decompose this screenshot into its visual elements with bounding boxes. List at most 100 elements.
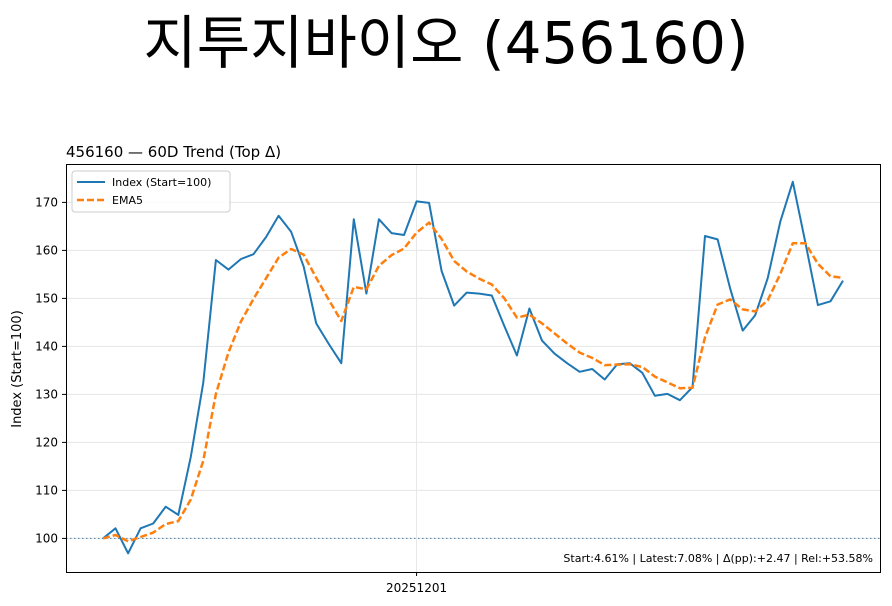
ema5-point: [591, 357, 593, 359]
ema5-point: [415, 231, 417, 233]
ema5-point: [466, 270, 468, 272]
y-tick-label: 130: [35, 387, 58, 401]
y-axis-title: Index (Start=100): [10, 310, 25, 428]
ema5-point: [842, 277, 844, 279]
ema5-point: [277, 256, 279, 258]
y-tick-label: 110: [35, 483, 58, 497]
ema5-point: [603, 364, 605, 366]
index-point: [340, 362, 342, 364]
index-point: [165, 506, 167, 508]
ema5-point: [716, 303, 718, 305]
index-point: [139, 527, 141, 529]
index-point: [704, 235, 706, 237]
ema5-point: [578, 351, 580, 353]
index-point: [817, 304, 819, 306]
index-point: [767, 277, 769, 279]
ema5-point: [102, 537, 104, 539]
index-point: [478, 292, 480, 294]
y-tick-label: 140: [35, 339, 58, 353]
index-point: [328, 343, 330, 345]
ema5-point: [754, 310, 756, 312]
ema5-point: [666, 381, 668, 383]
ema5-point: [779, 273, 781, 275]
ema5-point: [202, 459, 204, 461]
y-tick-label: 120: [35, 435, 58, 449]
ema5-point: [290, 248, 292, 250]
index-point: [491, 294, 493, 296]
index-point: [265, 236, 267, 238]
ema5-point: [817, 263, 819, 265]
series-group: [102, 180, 844, 555]
ema5-point: [691, 386, 693, 388]
y-axis: 100 110 120 130 140 150 160 170: [35, 195, 66, 545]
legend: Index (Start=100) EMA5: [71, 170, 231, 213]
ema5-point: [328, 299, 330, 301]
index-point: [390, 232, 392, 234]
ema5-point: [340, 320, 342, 322]
index-point: [541, 339, 543, 341]
ema5-point: [353, 286, 355, 288]
legend-label-ema5: EMA5: [112, 194, 143, 207]
index-point: [516, 354, 518, 356]
ema5-point: [403, 247, 405, 249]
index-point: [503, 325, 505, 327]
index-point: [403, 234, 405, 236]
index-point: [829, 300, 831, 302]
index-point: [741, 329, 743, 331]
plot-frame: [66, 164, 881, 573]
ema5-point: [541, 322, 543, 324]
legend-label-index: Index (Start=100): [112, 176, 211, 189]
ema5-point: [629, 363, 631, 365]
ema5-point: [741, 308, 743, 310]
ema5-point: [378, 265, 380, 267]
ema5-point: [679, 387, 681, 389]
index-point: [127, 552, 129, 554]
index-point: [842, 279, 844, 281]
page-title: 지투지바이오 (456160): [143, 9, 749, 77]
ema5-point: [315, 277, 317, 279]
series-line-ema5: [102, 221, 844, 543]
y-tick-label: 100: [35, 531, 58, 545]
ema5-point: [139, 536, 141, 538]
ema5-point: [767, 299, 769, 301]
ema5-point: [478, 278, 480, 280]
index-point: [792, 181, 794, 183]
index-point: [227, 268, 229, 270]
index-point: [566, 362, 568, 364]
ema5-point: [453, 260, 455, 262]
index-point: [114, 527, 116, 529]
series-line-index: [102, 180, 844, 555]
ema5-point: [729, 298, 731, 300]
index-point: [152, 522, 154, 524]
index-point: [177, 514, 179, 516]
ema5-point: [165, 523, 167, 525]
ema5-point: [829, 275, 831, 277]
ema5-point: [616, 363, 618, 365]
index-point: [528, 307, 530, 309]
index-point: [591, 368, 593, 370]
ema5-point: [704, 336, 706, 338]
y-tick-label: 170: [35, 195, 58, 209]
index-point: [277, 215, 279, 217]
footer-stats: Start:4.61% | Latest:7.08% | Δ(pp):+2.47…: [563, 552, 873, 565]
y-tick-label: 160: [35, 243, 58, 257]
index-point: [302, 266, 304, 268]
index-point: [215, 259, 217, 261]
index-point: [641, 372, 643, 374]
y-tick-label: 150: [35, 291, 58, 305]
chart-title: 456160 — 60D Trend (Top Δ): [66, 143, 281, 161]
index-point: [578, 371, 580, 373]
index-point: [603, 378, 605, 380]
ema5-point: [566, 342, 568, 344]
legend-box: [71, 170, 231, 213]
index-point: [729, 287, 731, 289]
index-point: [553, 352, 555, 354]
ema5-point: [641, 366, 643, 368]
ema5-point: [152, 531, 154, 533]
ema5-point: [114, 534, 116, 536]
index-point: [453, 304, 455, 306]
ema5-point: [491, 283, 493, 285]
index-point: [415, 200, 417, 202]
grid: [66, 164, 880, 572]
index-point: [754, 314, 756, 316]
